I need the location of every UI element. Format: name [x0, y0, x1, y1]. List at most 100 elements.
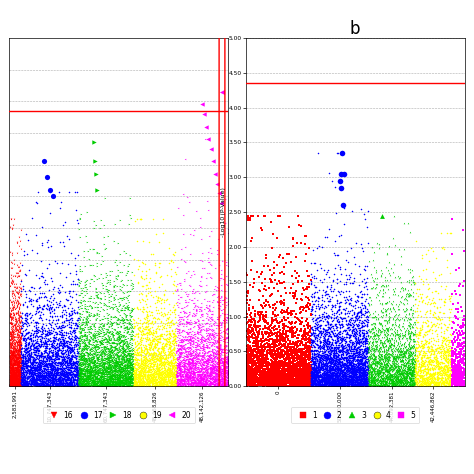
Point: [315, 377, 322, 385]
Point: [38, 370, 46, 378]
Point: [34, 366, 42, 374]
Point: [16, 378, 24, 385]
Point: [201, 376, 209, 383]
Point: [334, 251, 341, 259]
Point: [214, 374, 221, 382]
Point: [283, 377, 290, 384]
Point: [275, 377, 283, 384]
Point: [164, 319, 171, 327]
Point: [359, 348, 366, 356]
Point: [91, 371, 99, 378]
Point: [283, 333, 291, 341]
Point: [346, 373, 353, 380]
Point: [15, 316, 22, 324]
Point: [197, 375, 204, 383]
Point: [152, 383, 160, 390]
Point: [343, 340, 351, 348]
Point: [106, 345, 114, 352]
Point: [328, 382, 335, 389]
Point: [334, 369, 341, 376]
Point: [259, 342, 266, 349]
Point: [277, 352, 285, 360]
Point: [390, 379, 397, 387]
Point: [428, 365, 436, 372]
Point: [346, 362, 354, 369]
Point: [440, 336, 448, 343]
Point: [14, 298, 22, 305]
Point: [313, 356, 321, 364]
Point: [345, 376, 352, 383]
Point: [335, 374, 342, 382]
Point: [452, 375, 459, 383]
Point: [201, 365, 209, 372]
Point: [31, 381, 38, 388]
Point: [422, 371, 430, 378]
Point: [49, 316, 56, 324]
Point: [9, 361, 17, 368]
Point: [54, 374, 61, 382]
Point: [68, 363, 75, 370]
Point: [20, 372, 27, 380]
Point: [277, 344, 285, 351]
Point: [115, 364, 122, 372]
Point: [388, 371, 395, 379]
Point: [148, 367, 155, 374]
Point: [410, 380, 418, 388]
Point: [202, 335, 210, 343]
Point: [276, 366, 283, 374]
Point: [79, 360, 87, 368]
Point: [348, 374, 356, 382]
Point: [134, 349, 141, 356]
Point: [33, 344, 41, 351]
Point: [406, 319, 414, 326]
Point: [291, 332, 298, 340]
Point: [321, 327, 329, 334]
Point: [366, 328, 374, 336]
Point: [264, 348, 271, 356]
Point: [263, 365, 271, 372]
Point: [392, 360, 400, 368]
Point: [321, 378, 328, 385]
Point: [9, 375, 16, 383]
Point: [10, 383, 18, 390]
Point: [79, 349, 86, 357]
Point: [9, 353, 17, 361]
Point: [438, 371, 446, 378]
Point: [109, 378, 117, 385]
Point: [224, 378, 231, 385]
Point: [194, 326, 202, 333]
Point: [155, 363, 163, 371]
Point: [98, 356, 105, 364]
Point: [330, 354, 338, 362]
Point: [114, 374, 122, 382]
Point: [59, 340, 67, 347]
Point: [124, 262, 132, 270]
Point: [12, 370, 20, 378]
Point: [223, 369, 231, 376]
Point: [195, 349, 202, 357]
Point: [58, 366, 65, 374]
Point: [445, 383, 452, 390]
Point: [262, 381, 269, 388]
Point: [100, 331, 108, 339]
Point: [356, 351, 364, 358]
Point: [308, 355, 315, 363]
Point: [459, 323, 466, 330]
Point: [460, 379, 468, 387]
Point: [128, 364, 135, 371]
Point: [415, 360, 422, 367]
Point: [128, 359, 135, 367]
Point: [376, 356, 384, 364]
Point: [146, 350, 154, 357]
Point: [194, 379, 201, 387]
Point: [90, 382, 97, 389]
Point: [160, 323, 167, 331]
Point: [419, 349, 427, 356]
Point: [353, 368, 360, 376]
Point: [123, 373, 130, 380]
Point: [398, 374, 406, 382]
Point: [162, 378, 169, 386]
Point: [328, 344, 336, 351]
Point: [338, 340, 346, 347]
Point: [148, 350, 156, 358]
